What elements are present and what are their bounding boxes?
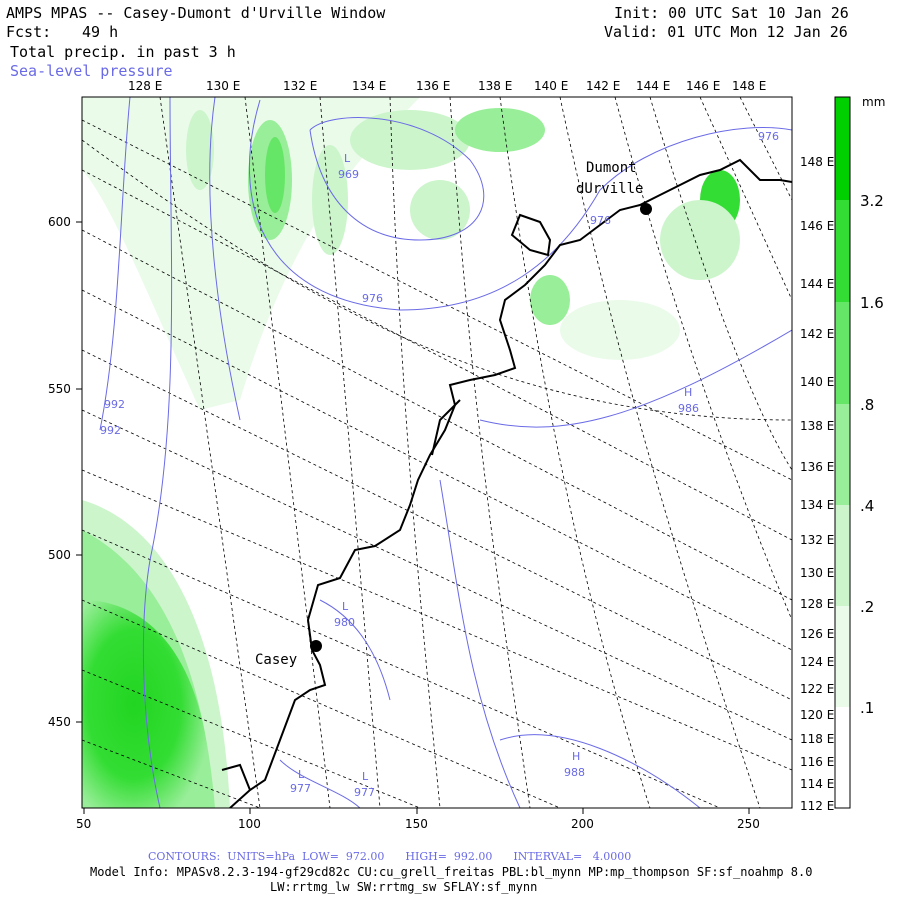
top-lon-label: 146 E — [686, 79, 720, 93]
slp-label-1: L — [344, 152, 351, 165]
slp-value-6: 992 — [100, 424, 121, 437]
right-lon-label: 126 E — [800, 627, 834, 641]
right-lon-label: 138 E — [800, 419, 834, 433]
x-tick-label: 150 — [405, 817, 428, 831]
init-time: Init: 00 UTC Sat 10 Jan 26 — [614, 4, 849, 22]
colorbar-label: .2 — [860, 598, 874, 616]
slp-value-3: 976 — [590, 214, 611, 227]
colorbar-label: .8 — [860, 396, 874, 414]
slp-contours — [99, 97, 792, 808]
right-lon-label: 130 E — [800, 566, 834, 580]
colorbar-segment — [835, 97, 850, 200]
right-lon-label: 114 E — [800, 777, 834, 791]
coastline — [221, 158, 792, 808]
forecast-hours: 49 h — [82, 23, 119, 41]
colorbar-label: 1.6 — [860, 294, 884, 312]
colorbar: mm 3.2 1.6 .8 .4 .2 .1 — [834, 95, 885, 809]
x-tick-label: 50 — [76, 817, 91, 831]
valid-time: Valid: 01 UTC Mon 12 Jan 26 — [604, 23, 848, 41]
top-lon-label: 132 E — [283, 79, 317, 93]
model-info-line2: LW:rrtmg_lw SW:rrtmg_sw SFLAY:sf_mynn — [270, 880, 538, 894]
right-lon-label: 116 E — [800, 755, 834, 769]
top-lon-label: 136 E — [416, 79, 450, 93]
colorbar-segment — [835, 606, 850, 707]
right-lon-label: 134 E — [800, 498, 834, 512]
colorbar-segment — [835, 404, 850, 505]
right-lon-label: 120 E — [800, 708, 834, 722]
top-lon-label: 140 E — [534, 79, 568, 93]
right-lon-label: 132 E — [800, 533, 834, 547]
y-tick-label: 500 — [48, 548, 71, 562]
y-axis: 600 550 500 450 — [48, 215, 82, 729]
x-tick-label: 200 — [571, 817, 594, 831]
map-title: AMPS MPAS -- Casey-Dumont d'Urville Wind… — [6, 4, 386, 22]
x-tick-label: 250 — [737, 817, 760, 831]
colorbar-segment — [835, 505, 850, 606]
casey-label: Casey — [255, 652, 297, 668]
right-lon-label: 112 E — [800, 799, 834, 813]
dumont-label: Dumont — [586, 160, 637, 176]
slp-label-7: H — [684, 386, 692, 399]
model-info: Model Info: MPASv8.2.3-194-gf29cd82c CU:… — [90, 865, 813, 879]
slp-value-7: 986 — [678, 402, 699, 415]
colorbar-segment — [835, 707, 850, 808]
contour-info: CONTOURS: UNITS=hPa LOW= 972.00 HIGH= 99… — [148, 850, 632, 863]
y-tick-label: 450 — [48, 715, 71, 729]
graticule — [82, 97, 792, 808]
top-lon-label: 148 E — [732, 79, 766, 93]
slp-value-11: 988 — [564, 766, 585, 779]
slp-label-9: L — [298, 768, 305, 781]
forecast-label: Fcst: — [6, 23, 52, 41]
right-lon-label: 140 E — [800, 375, 834, 389]
right-lon-label: 124 E — [800, 655, 834, 669]
top-lon-label: 138 E — [478, 79, 512, 93]
slp-value-10: 977 — [354, 786, 375, 799]
dumont-durville-station-marker — [640, 203, 652, 215]
right-lon-label: 146 E — [800, 219, 834, 233]
slp-value-8: 980 — [334, 616, 355, 629]
colorbar-label: .4 — [860, 497, 874, 515]
precip-shading — [82, 97, 740, 808]
field-slp-label: Sea-level pressure — [10, 62, 173, 80]
x-axis: 50 100 150 200 250 — [76, 808, 760, 831]
right-lon-label: 144 E — [800, 277, 834, 291]
top-lon-label: 144 E — [636, 79, 670, 93]
top-lon-label: 142 E — [586, 79, 620, 93]
top-lon-label: 128 E — [128, 79, 162, 93]
slp-value-1: 969 — [338, 168, 359, 181]
right-lon-label: 136 E — [800, 460, 834, 474]
right-lon-label: 122 E — [800, 682, 834, 696]
right-longitude-labels: 148 E 146 E 144 E 142 E 140 E 138 E 136 … — [800, 155, 834, 813]
right-lon-label: 142 E — [800, 327, 834, 341]
colorbar-segment — [835, 200, 850, 302]
slp-label-11: H — [572, 750, 580, 763]
slp-label-8: L — [342, 600, 349, 613]
colorbar-label: 3.2 — [860, 192, 884, 210]
map-plot-area: L 969 976 976 976 992 992 H 986 L 980 L … — [82, 97, 792, 808]
map-frame — [81, 96, 793, 809]
right-lon-label: 118 E — [800, 732, 834, 746]
right-lon-label: 128 E — [800, 597, 834, 611]
y-tick-label: 550 — [48, 382, 71, 396]
slp-value-2: 976 — [362, 292, 383, 305]
field-precip-label: Total precip. in past 3 h — [10, 43, 236, 61]
casey-station-marker — [310, 640, 322, 652]
slp-value-9: 977 — [290, 782, 311, 795]
top-lon-label: 134 E — [352, 79, 386, 93]
top-longitude-labels: 128 E 130 E 132 E 134 E 136 E 138 E 140 … — [128, 79, 766, 93]
top-lon-label: 130 E — [206, 79, 240, 93]
colorbar-unit: mm — [862, 95, 885, 109]
colorbar-label: .1 — [860, 699, 874, 717]
durville-label: dUrville — [576, 181, 643, 197]
slp-label-10: L — [362, 770, 369, 783]
slp-value-4: 976 — [758, 130, 779, 143]
x-tick-label: 100 — [238, 817, 261, 831]
slp-value-5: 992 — [104, 398, 125, 411]
colorbar-segment — [835, 302, 850, 404]
y-tick-label: 600 — [48, 215, 71, 229]
right-lon-label: 148 E — [800, 155, 834, 169]
